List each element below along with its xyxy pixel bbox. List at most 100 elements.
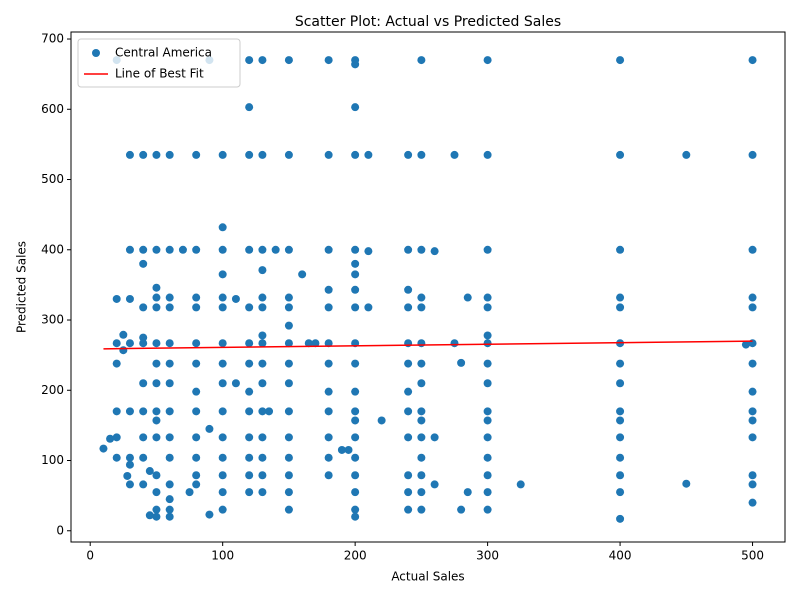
scatter-point: [324, 453, 333, 462]
scatter-point: [364, 247, 373, 256]
scatter-point: [271, 245, 280, 254]
scatter-point: [165, 407, 174, 416]
scatter-point: [351, 407, 360, 416]
scatter-point: [457, 358, 466, 367]
scatter-point: [311, 339, 320, 348]
scatter-point: [351, 471, 360, 480]
scatter-point: [123, 471, 132, 480]
scatter-point: [112, 407, 121, 416]
scatter-point: [125, 407, 134, 416]
scatter-point: [284, 293, 293, 302]
scatter-point: [748, 150, 757, 159]
scatter-point: [258, 359, 267, 368]
scatter-point: [748, 433, 757, 442]
scatter-point: [483, 303, 492, 312]
scatter-point: [616, 379, 625, 388]
scatter-point: [748, 498, 757, 507]
scatter-point: [192, 293, 201, 302]
scatter-point: [99, 444, 108, 453]
scatter-point: [139, 407, 148, 416]
scatter-point: [351, 285, 360, 294]
scatter-point: [351, 259, 360, 268]
scatter-point: [616, 56, 625, 65]
x-tick-label: 100: [211, 549, 234, 563]
scatter-point: [324, 150, 333, 159]
scatter-point: [245, 433, 254, 442]
scatter-point: [324, 407, 333, 416]
scatter-point: [616, 488, 625, 497]
scatter-point: [218, 359, 227, 368]
scatter-point: [125, 245, 134, 254]
scatter-point: [351, 387, 360, 396]
scatter-point: [417, 488, 426, 497]
scatter-point: [192, 387, 201, 396]
scatter-point: [139, 453, 148, 462]
scatter-point: [231, 294, 240, 303]
scatter-point: [152, 505, 161, 514]
scatter-point: [483, 56, 492, 65]
scatter-point: [218, 488, 227, 497]
scatter-point: [483, 433, 492, 442]
scatter-point: [218, 223, 227, 232]
scatter-point: [152, 488, 161, 497]
scatter-point: [205, 510, 214, 519]
scatter-point: [218, 150, 227, 159]
scatter-point: [450, 150, 459, 159]
x-axis-label: Actual Sales: [391, 570, 464, 584]
scatter-point: [417, 150, 426, 159]
scatter-point: [748, 480, 757, 489]
plot-frame: [70, 31, 786, 543]
scatter-point: [152, 359, 161, 368]
scatter-point: [404, 488, 413, 497]
scatter-point: [106, 434, 115, 443]
scatter-point: [616, 433, 625, 442]
scatter-point: [165, 150, 174, 159]
scatter-point: [218, 339, 227, 348]
scatter-point: [258, 245, 267, 254]
scatter-point: [304, 339, 313, 348]
scatter-point: [258, 266, 267, 275]
scatter-point: [119, 346, 128, 355]
scatter-point: [152, 283, 161, 292]
scatter-point: [741, 340, 750, 349]
scatter-point: [404, 339, 413, 348]
y-tick-label: 200: [41, 383, 64, 397]
x-tick-label: 300: [476, 549, 499, 563]
scatter-point: [245, 387, 254, 396]
scatter-point: [324, 387, 333, 396]
x-tick-label: 400: [609, 549, 632, 563]
scatter-point: [152, 416, 161, 425]
scatter-point: [192, 407, 201, 416]
scatter-point: [265, 407, 274, 416]
scatter-point: [748, 359, 757, 368]
scatter-point: [205, 424, 214, 433]
scatter-point: [351, 488, 360, 497]
scatter-point: [258, 453, 267, 462]
scatter-point: [165, 480, 174, 489]
scatter-point: [450, 339, 459, 348]
scatter-point: [351, 433, 360, 442]
scatter-point: [192, 359, 201, 368]
scatter-point: [483, 150, 492, 159]
scatter-point: [192, 480, 201, 489]
y-tick-label: 700: [41, 32, 64, 46]
scatter-point: [139, 480, 148, 489]
scatter-point: [165, 505, 174, 514]
scatter-point: [218, 293, 227, 302]
scatter-point: [152, 339, 161, 348]
scatter-point: [616, 407, 625, 416]
scatter-point: [152, 150, 161, 159]
scatter-point: [298, 270, 307, 279]
scatter-point: [218, 433, 227, 442]
scatter-point: [112, 294, 121, 303]
scatter-point: [616, 453, 625, 462]
scatter-point: [404, 505, 413, 514]
scatter-point: [404, 245, 413, 254]
scatter-point: [483, 245, 492, 254]
scatter-point: [112, 359, 121, 368]
scatter-point: [139, 433, 148, 442]
scatter-point: [457, 505, 466, 514]
scatter-point: [152, 293, 161, 302]
scatter-point: [324, 339, 333, 348]
scatter-point: [463, 488, 472, 497]
